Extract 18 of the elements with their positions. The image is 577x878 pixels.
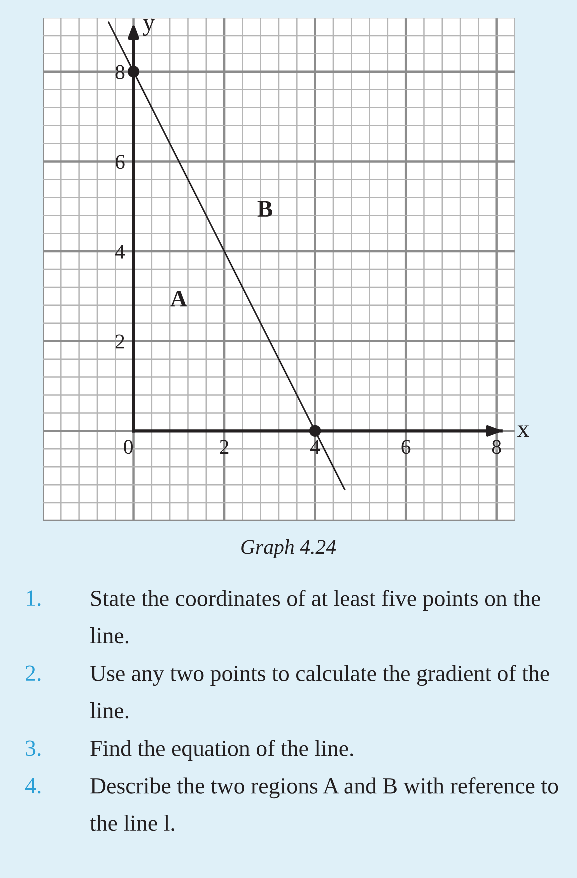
y-tick-label: 6: [116, 155, 125, 170]
y-axis-title: y: [143, 19, 156, 36]
annotation: A: [170, 291, 188, 307]
x-tick-label: 6: [402, 440, 411, 454]
text: 2. Use any two points to calculate the gradient of the line.: [26, 665, 550, 719]
x-axis-title: x: [517, 426, 530, 438]
x-tick-label: 4: [310, 440, 320, 454]
y-tick-label: 2: [116, 334, 124, 349]
x-tick-label: 0: [124, 440, 133, 454]
text: 4. Describe the two regions A and B with reference to the line l.: [25, 778, 558, 832]
text: 1. State the coordinates of at least five points on the line.: [27, 590, 540, 644]
text: 3. Find the equation of the line.: [26, 740, 354, 762]
x-tick-label: 8: [492, 440, 502, 454]
annotation: B: [258, 201, 273, 217]
x-tick-label: 2: [220, 440, 229, 454]
y-tick-label: 8: [116, 65, 125, 80]
y-tick-label: 4: [115, 245, 126, 259]
caption: Graph 4.24: [242, 540, 336, 558]
